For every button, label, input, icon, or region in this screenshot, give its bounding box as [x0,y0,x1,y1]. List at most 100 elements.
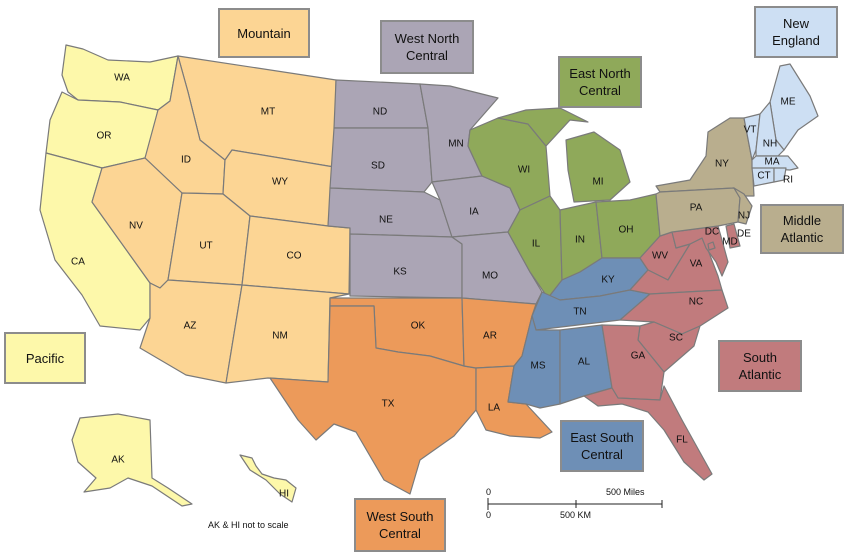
region-south-atlantic[interactable]: South Atlantic [718,340,802,392]
scale-km-zero: 0 [486,510,491,520]
label-ri: RI [783,175,793,186]
region-west-south-central[interactable]: West South Central [354,498,446,552]
region-sa-line2: Atlantic [738,367,782,382]
state-ri[interactable] [773,167,787,183]
label-ky: KY [601,275,615,286]
label-ga: GA [631,351,646,362]
state-ut[interactable] [167,192,251,286]
region-enc-line2: Central [579,83,621,98]
label-az: AZ [184,321,197,332]
label-ks: KS [393,267,407,278]
label-la: LA [488,403,501,414]
label-mt: MT [261,107,275,118]
state-nd[interactable] [333,79,429,129]
state-nj[interactable] [733,187,753,225]
region-ma-line2: Atlantic [780,230,824,245]
label-mn: MN [448,139,464,150]
label-ct: CT [757,171,770,182]
state-fl[interactable] [583,385,713,481]
state-va[interactable] [629,237,723,295]
label-va: VA [690,259,703,270]
label-ia: IA [469,207,479,218]
label-nc: NC [689,297,703,308]
label-ak: AK [111,455,125,466]
label-nd: ND [373,107,387,118]
state-mi[interactable] [497,107,631,203]
state-nh[interactable] [755,101,785,157]
label-co: CO [287,251,302,262]
region-esc-line1: East South [570,430,634,445]
label-ok: OK [411,321,426,332]
label-vt: VT [744,125,757,136]
label-wi: WI [518,165,530,176]
label-oh: OH [619,225,634,236]
scale-miles-zero: 0 [486,487,491,497]
region-west-north-central[interactable]: West North Central [380,20,474,74]
state-sd[interactable] [329,127,433,193]
label-nj: NJ [738,211,750,222]
state-ms[interactable] [507,315,561,409]
label-ut: UT [199,241,212,252]
label-wv: WV [652,251,668,262]
region-east-south-central[interactable]: East South Central [560,420,644,472]
state-ak[interactable] [71,413,193,507]
state-hi[interactable] [239,454,297,503]
label-ca: CA [71,257,85,268]
region-wnc-line1: West North [394,31,460,46]
label-nh: NH [763,139,777,150]
region-wnc-line2: Central [406,48,448,63]
state-md[interactable] [671,225,729,277]
region-wsc-line1: West South [366,509,434,524]
label-tn: TN [573,307,586,318]
label-mi: MI [592,177,603,188]
scale-km-label: 500 KM [560,510,591,520]
label-il: IL [532,239,541,250]
region-esc-line2: Central [581,447,623,462]
state-de[interactable] [725,223,741,249]
label-pa: PA [690,203,703,214]
region-mountain[interactable]: Mountain [218,8,310,58]
ak-hi-scale-note: AK & HI not to scale [208,520,289,530]
label-me: ME [781,97,796,108]
region-pacific-line1: Pacific [25,350,65,366]
label-ms: MS [531,361,546,372]
label-tx: TX [382,399,395,410]
label-ny: NY [715,159,729,170]
label-wa: WA [114,73,130,84]
label-or: OR [97,131,112,142]
scale-bar: 0 500 Miles 0 500 KM [486,487,663,520]
label-dc: DC [705,227,719,238]
label-sc: SC [669,333,683,344]
label-md: MD [722,237,738,248]
label-hi: HI [279,489,289,500]
region-mountain-line1: Mountain [237,25,291,41]
region-sa-line1: South [743,350,777,365]
region-ne-line1: New [782,16,809,31]
region-pacific[interactable]: Pacific [4,332,86,384]
region-wsc-line2: Central [379,526,421,541]
state-labels: WA OR CA AK HI MT ID WY NV UT CO AZ NM N… [71,73,796,500]
label-sd: SD [371,161,385,172]
state-ny[interactable] [655,117,755,197]
region-east-north-central[interactable]: East North Central [558,56,642,108]
label-in: IN [575,235,585,246]
label-de: DE [737,229,751,240]
label-nv: NV [129,221,143,232]
label-id: ID [181,155,191,166]
label-nm: NM [272,331,288,342]
label-wy: WY [272,177,288,188]
label-fl: FL [676,435,688,446]
label-ma: MA [765,157,780,168]
label-ar: AR [483,331,497,342]
state-tx[interactable] [269,305,477,495]
region-middle-atlantic[interactable]: Middle Atlantic [760,204,844,254]
label-mo: MO [482,271,498,282]
region-ma-line1: Middle [782,213,822,228]
scale-miles-label: 500 Miles [606,487,645,497]
label-ne: NE [379,215,393,226]
label-al: AL [578,357,591,368]
region-enc-line1: East North [569,66,631,81]
region-new-england[interactable]: New England [754,6,838,58]
state-dc[interactable] [707,241,716,251]
